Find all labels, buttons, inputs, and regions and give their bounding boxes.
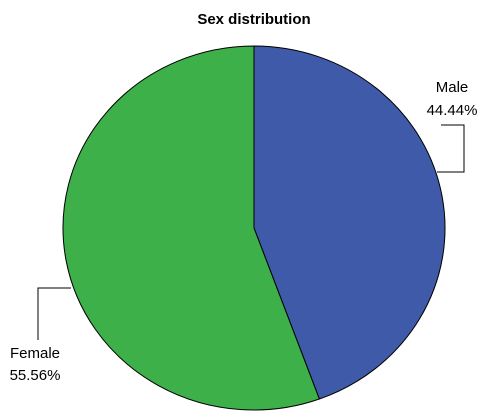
leader-line-female	[37, 287, 71, 340]
leader-line-male	[437, 124, 465, 173]
slice-percent-label-male: 44.44%	[427, 102, 478, 119]
pie-slice-male	[253, 45, 446, 400]
pie-slices	[62, 45, 446, 411]
chart-title: Sex distribution	[197, 11, 310, 28]
leader-lines	[37, 124, 465, 340]
slice-name-label-female: Female	[10, 345, 60, 362]
slice-name-label-male: Male	[436, 79, 469, 96]
slice-percent-label-female: 55.56%	[10, 367, 61, 384]
slice-labels: Male 44.44% Female 55.56%	[10, 79, 478, 384]
pie-slice-female	[62, 45, 320, 411]
